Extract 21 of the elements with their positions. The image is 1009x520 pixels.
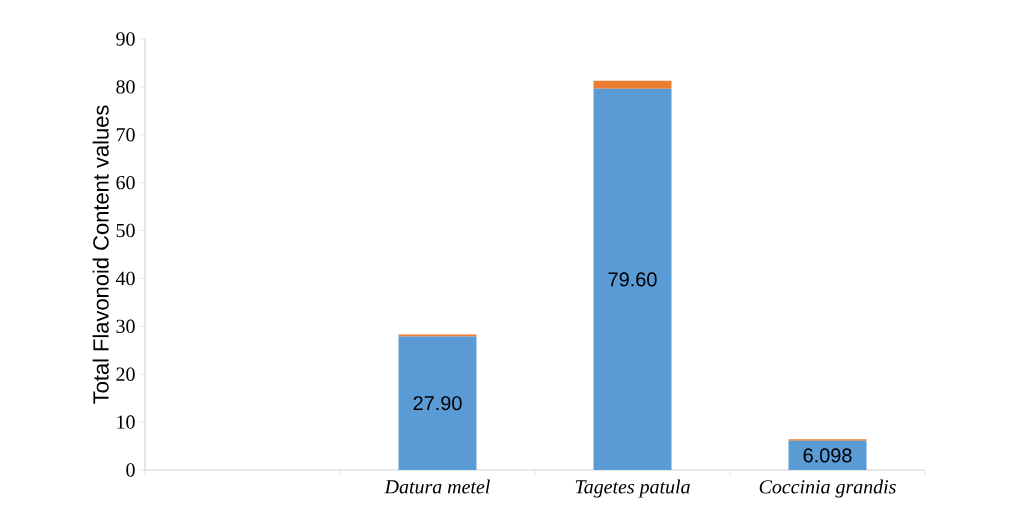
y-tick-label: 70 [116,128,135,142]
y-tick-label: 40 [115,271,135,286]
x-tick-label: Tagetes patula [575,479,690,498]
data-label: 79.60 [608,272,657,287]
bar [593,80,672,89]
y-tick-label: 80 [116,80,135,94]
x-tick-label: Datura metel [384,479,490,494]
bar [788,440,867,470]
y-axis-title: Total Flavonoid Content values [92,105,109,404]
bar [398,336,477,470]
y-tick-label: 30 [116,319,135,334]
data-label: 6.098 [803,448,852,463]
y-tick-label: 20 [116,367,135,381]
y-tick-label: 90 [116,32,135,46]
data-label: 27.90 [413,396,462,411]
y-tick-label: 0 [126,463,135,477]
y-tick-label: 60 [116,175,135,190]
y-tick-label: 10 [117,415,135,429]
y-tick-label: 50 [116,223,135,238]
bar [593,88,672,470]
x-tick-label: Coccinia grandis [759,479,896,498]
